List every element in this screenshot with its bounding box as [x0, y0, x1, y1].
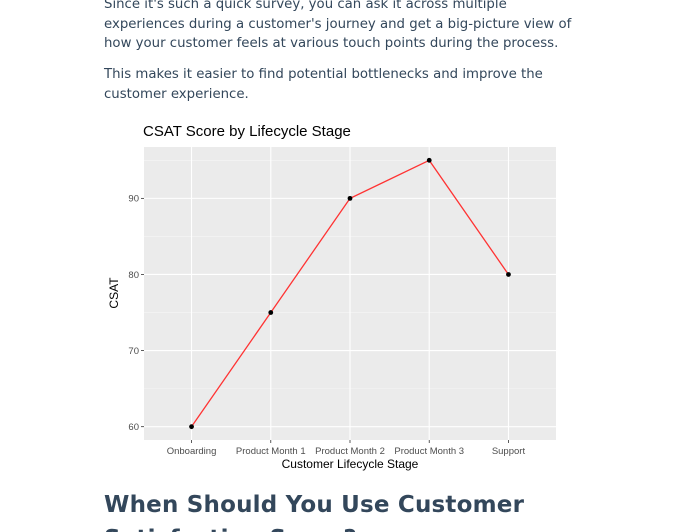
article-paragraph: Since it's such a quick survey, you can …: [104, 0, 572, 51]
y-tick-label: 70: [128, 346, 139, 357]
chart-canvas: CSAT Score by Lifecycle Stage 60 70 80 90 On…: [107, 123, 556, 471]
y-tick-label: 90: [128, 194, 139, 205]
x-axis-title: Customer Lifecycle Stage: [282, 457, 419, 471]
x-tick-label: Product Month 3: [394, 446, 464, 457]
article-paragraph: This makes it easier to find potential b…: [104, 67, 543, 102]
chart-grid: [144, 147, 556, 440]
x-tick-label: Product Month 2: [315, 446, 385, 457]
chart-series: [189, 157, 511, 430]
x-tick-label: Product Month 1: [236, 446, 306, 457]
data-point: [268, 310, 274, 315]
x-tick-label: Onboarding: [167, 446, 217, 457]
y-axis-title: CSAT: [107, 277, 121, 309]
y-tick-label: 60: [128, 422, 139, 433]
csat-line-chart: CSAT Score by Lifecycle Stage 60 70 80 90 On…: [104, 116, 570, 476]
section-heading: When Should You Use Customer Satisfactio…: [104, 492, 525, 532]
chart-title: CSAT Score by Lifecycle Stage: [143, 123, 351, 140]
data-point: [506, 272, 511, 277]
data-point: [426, 157, 432, 163]
data-point: [347, 195, 353, 201]
y-tick-label: 80: [128, 270, 139, 281]
chart-axes: 60 70 80 90 Onboarding Product Month 1 Product…: [128, 194, 525, 457]
data-point: [189, 424, 194, 430]
x-tick-label: Support: [492, 446, 526, 457]
